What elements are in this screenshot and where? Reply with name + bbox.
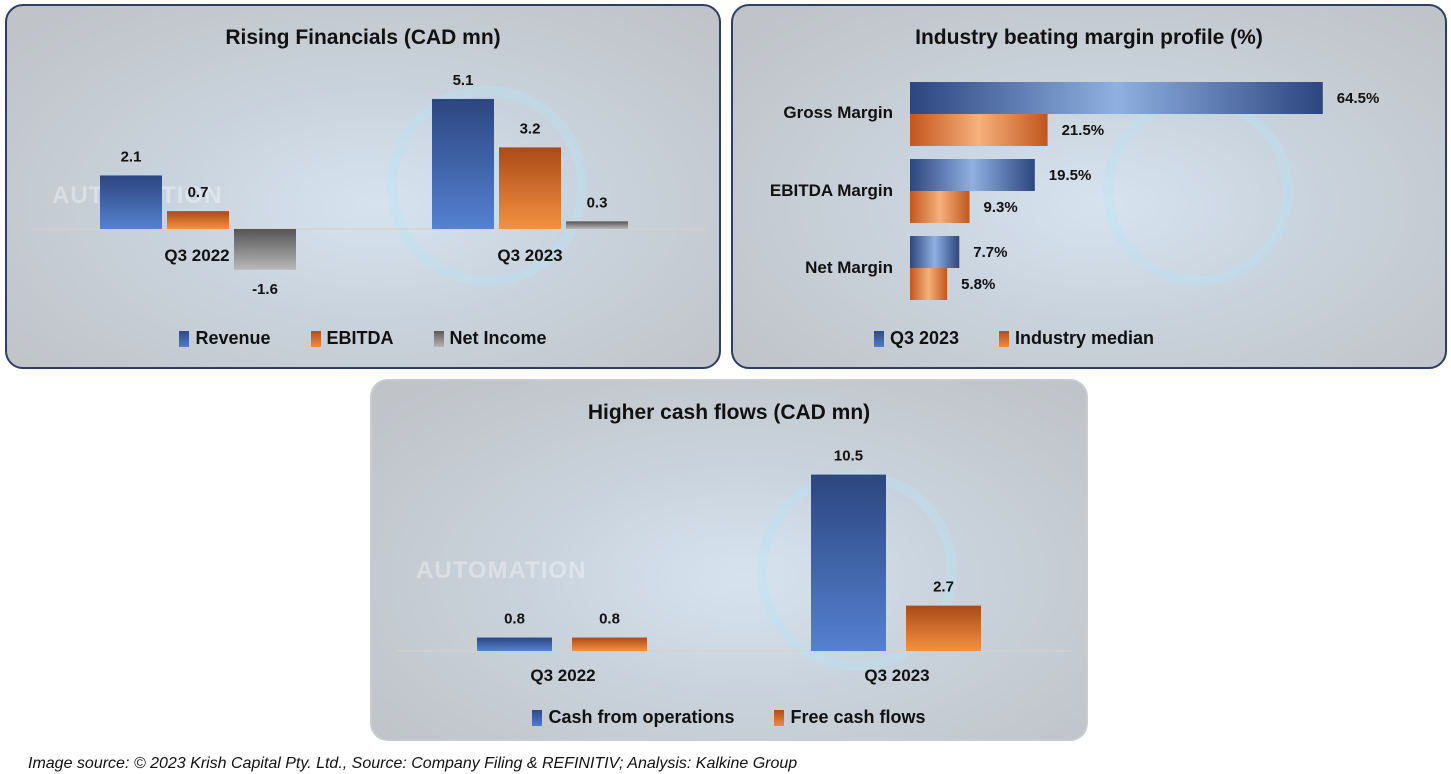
bar-free-cash-flows-q3-2023	[906, 605, 981, 651]
legend-label: Net Income	[449, 328, 547, 348]
bar-net-income-q3-2022	[234, 229, 296, 270]
category-label-ebitda-margin: EBITDA Margin	[769, 181, 893, 200]
data-label: 21.5%	[1062, 122, 1105, 139]
bar-industry-median-net-margin	[910, 268, 948, 300]
bar-q3-2023-net-margin	[910, 236, 960, 268]
bar-industry-median-gross-margin	[910, 114, 1048, 146]
data-label: 0.8	[599, 611, 620, 628]
bar-revenue-q3-2023	[432, 98, 494, 229]
legend: Revenue EBITDA Net Income	[7, 328, 719, 349]
legend-swatch	[774, 709, 785, 726]
legend-swatch	[999, 330, 1010, 347]
category-label-q3-2023: Q3 2023	[497, 246, 563, 265]
bar-net-income-q3-2023	[566, 221, 628, 229]
category-label-q3-2023: Q3 2023	[864, 666, 930, 685]
data-label: 5.1	[453, 72, 474, 89]
bar-revenue-q3-2022	[100, 175, 162, 229]
data-label: 3.2	[520, 120, 541, 137]
background-ring-decoration	[387, 86, 587, 286]
chart-title: Higher cash flows (CAD mn)	[587, 401, 871, 424]
data-label: -1.6	[252, 281, 278, 298]
legend-item-industry-median: Industry median	[999, 328, 1154, 349]
bar-q3-2023-ebitda-margin	[910, 159, 1035, 191]
image-source-footer: Image source: © 2023 Krish Capital Pty. …	[28, 755, 798, 772]
category-label-q3-2022: Q3 2022	[164, 246, 230, 265]
data-label: 0.8	[504, 611, 525, 628]
data-label: 0.3	[587, 194, 608, 211]
bar-industry-median-ebitda-margin	[910, 191, 970, 223]
legend-label: Revenue	[195, 328, 271, 348]
legend-swatch	[310, 330, 321, 347]
legend-label: Q3 2023	[889, 328, 960, 348]
legend: Q3 2023 Industry median	[733, 328, 1445, 349]
legend-swatch	[532, 709, 543, 726]
data-label: 9.3%	[984, 199, 1018, 216]
legend-swatch	[873, 330, 884, 347]
category-label-net-margin: Net Margin	[805, 258, 893, 277]
bar-free-cash-flows-q3-2022	[572, 637, 647, 651]
legend-label: Free cash flows	[790, 707, 926, 727]
legend-swatch	[179, 330, 190, 347]
legend-label: Industry median	[1015, 328, 1155, 348]
chart-title: Rising Financials (CAD mn)	[225, 26, 501, 49]
margin-profile-chart: Industry beating margin profile (%) 64.5…	[731, 4, 1447, 369]
cash-flows-chart: AUTOMATION Higher cash flows (CAD mn) 0.…	[370, 379, 1088, 741]
legend-item-q3-2023: Q3 2023	[873, 328, 960, 349]
bar-ebitda-q3-2023	[499, 147, 561, 229]
data-label: 10.5	[834, 448, 863, 465]
legend-item-revenue: Revenue	[179, 328, 271, 349]
data-label: 0.7	[188, 184, 209, 201]
data-label: 19.5%	[1049, 167, 1092, 184]
legend-swatch	[433, 330, 444, 347]
data-label: 2.7	[933, 579, 954, 596]
legend-item-ebitda: EBITDA	[310, 328, 394, 349]
legend-label: Cash from operations	[548, 707, 735, 727]
bar-cash-from-operations-q3-2023	[811, 474, 886, 651]
chart-plot-area: 0.8 0.8 10.5 2.7	[397, 448, 1072, 652]
legend-item-cash-from-operations: Cash from operations	[532, 707, 734, 728]
legend-item-net-income: Net Income	[433, 328, 547, 349]
chart-plot-area: 64.5% 21.5% 19.5% 9.3% 7.7% 5.8%	[910, 82, 1380, 300]
legend: Cash from operations Free cash flows	[372, 707, 1086, 728]
data-label: 2.1	[121, 148, 142, 165]
category-label-q3-2022: Q3 2022	[530, 666, 596, 685]
data-label: 5.8%	[961, 276, 995, 293]
rising-financials-chart: AUTOMATION Rising Financials (CAD mn) 2.…	[5, 4, 721, 369]
category-label-gross-margin: Gross Margin	[783, 103, 893, 122]
bar-q3-2023-gross-margin	[910, 82, 1323, 114]
chart-plot-area: 2.1 0.7 -1.6 5.1 3.2 0.3	[32, 72, 707, 298]
bar-ebitda-q3-2022	[167, 211, 229, 229]
watermark: AUTOMATION	[416, 557, 587, 584]
bar-cash-from-operations-q3-2022	[477, 637, 552, 651]
chart-title: Industry beating margin profile (%)	[915, 26, 1263, 49]
data-label: 64.5%	[1337, 90, 1380, 107]
legend-item-free-cash-flows: Free cash flows	[774, 707, 926, 728]
data-label: 7.7%	[973, 244, 1007, 261]
legend-label: EBITDA	[326, 328, 394, 348]
